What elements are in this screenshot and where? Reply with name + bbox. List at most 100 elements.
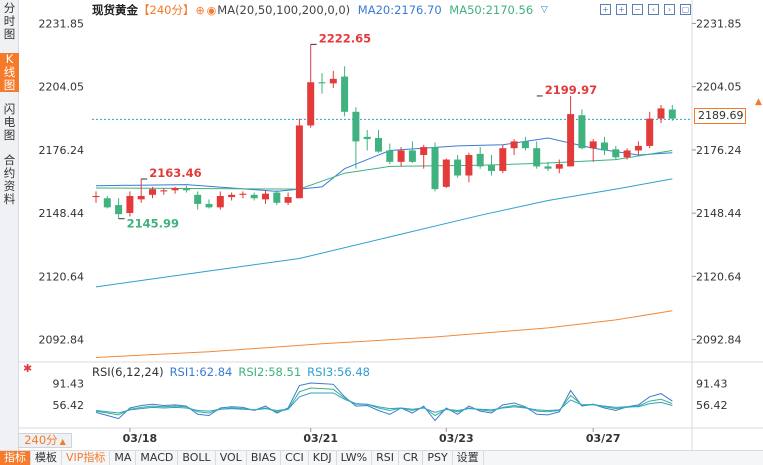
sidebar-tab-2[interactable]: 闪电图 [0, 103, 19, 142]
candle-body[interactable] [420, 147, 428, 156]
indicator-tab[interactable]: VIP指标 [62, 451, 111, 465]
candle-body[interactable] [623, 150, 631, 158]
candle-body[interactable] [295, 125, 303, 199]
candle-body[interactable] [578, 115, 586, 149]
sidebar-tab-char: 图 [3, 78, 16, 92]
rsi-params-label[interactable]: RSI(6,12,24) [92, 365, 164, 379]
candle-body[interactable] [329, 78, 337, 84]
sidebar-tab-char: 电 [3, 115, 16, 129]
candle-body[interactable] [555, 164, 563, 169]
indicator-tab[interactable]: CR [399, 451, 424, 465]
candle-body[interactable] [375, 137, 382, 152]
candle-body[interactable] [589, 141, 597, 149]
instrument-title: 现货黄金 [92, 3, 138, 17]
alert-bell-icon[interactable]: ▲ [755, 97, 762, 107]
candle-body[interactable] [363, 136, 371, 140]
ma-params-label[interactable]: MA(20,50,100,200,0,0) [217, 3, 351, 17]
candle-body[interactable] [601, 142, 608, 151]
candle-body[interactable] [307, 82, 315, 126]
add-circle-icon[interactable]: ⊕ [195, 3, 205, 17]
candle-body[interactable] [137, 195, 145, 200]
candle-body[interactable] [239, 193, 247, 195]
candle-body[interactable] [115, 205, 123, 215]
period-label[interactable]: 【240分】 [138, 3, 195, 17]
ma20-value: MA20:2176.70 [357, 3, 442, 17]
sidebar-tab-3[interactable]: 合约资料 [0, 154, 19, 206]
candle-body[interactable] [160, 190, 168, 192]
scroll-left-icon[interactable]: ‹ [648, 4, 659, 15]
candle-body[interactable] [171, 188, 179, 191]
candle-body[interactable] [352, 111, 360, 142]
candle-body[interactable] [454, 159, 462, 176]
candle-body[interactable] [465, 155, 473, 176]
candle-body[interactable] [149, 189, 156, 195]
price-tick-label-right: 2092.84 [696, 334, 742, 347]
sidebar-tab-char: 资 [3, 179, 16, 193]
candle-body[interactable] [103, 198, 111, 208]
candle-body[interactable] [216, 195, 224, 208]
indicator-tab[interactable]: PSY [423, 451, 453, 465]
indicator-tab[interactable]: 设置 [453, 451, 484, 465]
indicator-settings-icon[interactable]: ✱ [23, 362, 33, 375]
candle-body[interactable] [318, 82, 326, 84]
candle-body[interactable] [194, 194, 202, 204]
candle-body[interactable] [499, 148, 507, 171]
candle-body[interactable] [341, 76, 349, 112]
candle-body[interactable] [476, 153, 484, 167]
candle-body[interactable] [657, 108, 665, 119]
eye-icon[interactable]: ◉ [206, 3, 217, 17]
crosshair-icon[interactable]: + [600, 4, 611, 15]
indicator-tab[interactable]: MACD [136, 451, 179, 465]
candle-body[interactable] [284, 197, 292, 203]
candle-body[interactable] [668, 109, 676, 119]
candle-body[interactable] [431, 147, 439, 190]
candle-body[interactable] [488, 165, 495, 171]
candle-body[interactable] [634, 145, 642, 151]
candle-body[interactable] [262, 193, 269, 200]
candle-body[interactable] [273, 192, 281, 203]
time-tick-label: 03/18 [123, 432, 158, 445]
zoom-out-icon[interactable]: − [632, 4, 643, 15]
rsi-legend: RSI(6,12,24) RSI1:62.84 RSI2:58.51 RSI3:56.… [92, 365, 376, 379]
candle-body[interactable] [567, 114, 575, 167]
candle-body[interactable] [397, 150, 405, 162]
candle-body[interactable] [442, 159, 450, 187]
indicator-tab[interactable]: VOL [216, 451, 247, 465]
sidebar-tab-char: 分 [3, 1, 16, 15]
indicator-tab[interactable]: BIAS [247, 451, 282, 465]
candle-body[interactable] [250, 194, 258, 199]
candle-body[interactable] [510, 141, 518, 149]
current-price-tag: 2189.69 [694, 108, 746, 124]
candle-body[interactable] [228, 194, 236, 198]
rsi2-value: RSI2:58.51 [238, 365, 302, 379]
candle-body[interactable] [408, 150, 416, 162]
indicator-tab[interactable]: 模板 [31, 451, 62, 465]
price-tick-label-right: 2176.24 [696, 144, 742, 157]
candle-body[interactable] [544, 166, 552, 169]
candle-body[interactable] [521, 141, 529, 149]
indicator-tab[interactable]: 指标 [0, 451, 31, 465]
ma50-value: MA50:2170.56 [449, 3, 534, 17]
zoom-in-icon[interactable]: + [616, 4, 627, 15]
candle-body[interactable] [205, 203, 213, 208]
legend-expand-icon[interactable]: ▽ [540, 5, 548, 15]
indicator-tab[interactable]: BOLL [178, 451, 216, 465]
sidebar-tab-0[interactable]: 分时图 [0, 2, 19, 41]
kline-chart[interactable]: 2231.85 2231.85 2204.05 2204.05 2176.24 2176.… [0, 0, 763, 450]
indicator-tab[interactable]: LW% [337, 451, 373, 465]
period-select-button[interactable]: 240分 ▲ [18, 433, 72, 448]
indicator-tab[interactable]: RSI [372, 451, 399, 465]
fullscreen-icon[interactable]: ▢ [680, 4, 691, 15]
candle-body[interactable] [92, 195, 100, 198]
indicator-tab[interactable]: KDJ [309, 451, 337, 465]
candle-body[interactable] [646, 118, 654, 146]
indicator-tab[interactable]: CCI [281, 451, 309, 465]
candle-body[interactable] [612, 149, 620, 158]
candle-body[interactable] [126, 195, 134, 214]
indicator-tab[interactable]: MA [110, 451, 137, 465]
candle-body[interactable] [386, 150, 394, 162]
candle-body[interactable] [533, 148, 541, 167]
scroll-right-icon[interactable]: › [664, 4, 675, 15]
candle-body[interactable] [182, 188, 190, 191]
